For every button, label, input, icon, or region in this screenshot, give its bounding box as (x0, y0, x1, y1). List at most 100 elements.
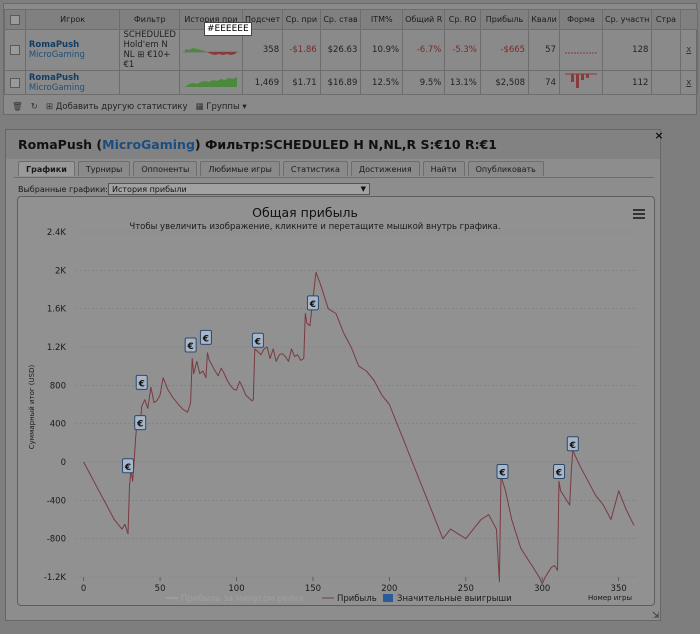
col-header[interactable]: Общий R (402, 9, 446, 30)
chart-subtitle: Чтобы увеличить изображение, кликните и … (129, 222, 500, 232)
y-axis-label: Суммарный итог (USD) (28, 365, 36, 450)
col-header[interactable]: Прибыль (479, 9, 530, 30)
profit-chart[interactable]: -1.2K -800 -400 0 400 800 1.2K 1.6K 2K 2.4K 0 50 10… (18, 197, 655, 606)
table-row[interactable]: RomaPush MicroGaming SCHEDULED Hold'em N … (4, 29, 699, 71)
big-win-marker[interactable]: € (306, 295, 319, 311)
groups-button[interactable]: ▦ Группы ▾ (195, 101, 247, 112)
chart-window: RomaPush (MicroGaming) Фильтр:SCHEDULED … (5, 129, 664, 621)
chart-area[interactable]: -1.2K -800 -400 0 400 800 1.2K 1.6K 2K 2.4K 0 50 10… (17, 196, 655, 606)
euro-icon: € (124, 463, 131, 473)
itm-cell: 10.9% (360, 29, 404, 71)
x-tick-label: 50 (155, 584, 166, 594)
x-tick-label: 350 (611, 584, 627, 594)
page-cell (651, 29, 681, 71)
col-header[interactable]: Игрок (24, 9, 121, 30)
avg-stake-cell: $26.63 (319, 29, 362, 71)
big-win-marker[interactable]: € (553, 464, 566, 480)
chart-select[interactable]: История прибыли ▼ (108, 183, 370, 195)
x-axis-label: Номер игры (588, 594, 632, 602)
close-window-button[interactable]: × (654, 129, 664, 142)
euro-icon: € (569, 441, 576, 451)
title-site[interactable]: MicroGaming (102, 137, 195, 152)
tab-favorite-games[interactable]: Любимые игры (200, 161, 280, 176)
legend-item-2[interactable]: Значительные выигрыши (397, 594, 512, 604)
trash-icon[interactable]: 🗑 (12, 101, 23, 112)
stats-footer: 🗑 ↻ ⊞ Добавить другую статистику ▦ Групп… (4, 98, 698, 115)
legend-swatch-bigwins (383, 594, 393, 602)
col-header[interactable]: Ср. став (319, 9, 362, 30)
col-header[interactable]: Фильтр (119, 9, 180, 30)
player-site[interactable]: MicroGaming (28, 50, 85, 60)
row-checkbox[interactable] (9, 45, 20, 55)
big-win-marker[interactable]: € (134, 415, 147, 431)
groups-icon: ▦ (195, 101, 207, 112)
col-header (679, 9, 699, 30)
big-win-marker[interactable]: € (496, 464, 509, 480)
marker-box (566, 436, 579, 452)
avg-profit-cell: -$1.86 (282, 29, 321, 71)
euro-icon: € (254, 337, 261, 347)
marker-box (199, 329, 212, 345)
page-cell (651, 70, 681, 95)
y-tick-label: 1.6K (47, 305, 67, 315)
col-header[interactable]: ITM% (360, 9, 404, 30)
big-win-marker[interactable]: € (251, 332, 264, 348)
table-row[interactable]: RomaPush MicroGaming 1,469 $1.71 $16.89 1… (4, 70, 699, 95)
col-header[interactable]: Ср. участн (601, 9, 653, 30)
chevron-down-icon: ▼ (360, 185, 366, 193)
y-tick-label: 2.4K (47, 228, 67, 238)
big-win-marker[interactable]: € (566, 436, 579, 452)
series-line-profit[interactable] (83, 271, 635, 585)
add-stat-button[interactable]: ⊞ Добавить другую статистику (46, 102, 188, 112)
chart-select-value: История прибыли (112, 185, 187, 194)
player-name[interactable]: RomaPush (28, 72, 80, 83)
tab-publish[interactable]: Опубликовать (467, 161, 544, 176)
remove-row-button[interactable]: x (679, 70, 699, 95)
big-win-marker[interactable]: € (135, 374, 148, 390)
col-header[interactable]: Форма (559, 9, 603, 30)
row-checkbox[interactable] (9, 77, 20, 88)
col-header[interactable]: Ср. при (282, 9, 321, 30)
tab-divider (14, 177, 654, 178)
window-title: RomaPush (MicroGaming) Фильтр:SCHEDULED … (6, 130, 660, 159)
form-cell (559, 29, 603, 71)
big-win-marker[interactable]: € (199, 329, 212, 345)
big-win-marker[interactable]: € (121, 458, 134, 474)
col-header[interactable]: Подсчет (241, 9, 284, 30)
tab-achievements[interactable]: Достижения (350, 161, 420, 176)
col-header[interactable]: Ср. RO (444, 9, 481, 30)
x-tick-label: 250 (458, 584, 474, 594)
marker-box (496, 464, 509, 480)
tab-opponents[interactable]: Оппоненты (133, 161, 198, 176)
x-tick-label: 200 (381, 584, 397, 594)
sparkline-icon (184, 76, 237, 87)
y-tick-label: 1.2K (47, 343, 67, 353)
tab-statistics[interactable]: Статистика (282, 161, 348, 176)
tab-charts[interactable]: Графики (18, 161, 75, 176)
remove-row-button[interactable]: x (679, 29, 699, 71)
col-header[interactable]: Квали (528, 9, 560, 30)
count-cell: 1,469 (241, 70, 284, 95)
chart-menu-icon[interactable] (633, 209, 645, 219)
x-tick-label: 100 (228, 584, 244, 594)
refresh-icon[interactable]: ↻ (30, 101, 38, 112)
player-name[interactable]: RomaPush (28, 40, 80, 50)
select-all-checkbox-col[interactable] (4, 9, 26, 30)
legend-item-1[interactable]: Прибыль (337, 594, 377, 604)
y-tick-label: 0 (61, 458, 66, 468)
total-roi-cell: -6.7% (402, 29, 446, 71)
tab-tournaments[interactable]: Турниры (77, 161, 131, 176)
select-all-checkbox[interactable] (9, 14, 20, 25)
stats-panel: Игрок Фильтр История при Подсчет Ср. при… (3, 3, 699, 115)
legend-item-0[interactable]: Прибыль за минусом рейка (181, 594, 304, 604)
add-stat-icon: ⊞ (45, 101, 56, 112)
y-tick-label: 800 (50, 381, 66, 391)
col-header[interactable]: Стра (651, 9, 681, 30)
tab-find[interactable]: Найти (422, 161, 465, 176)
resize-handle-icon[interactable]: ⇲ (652, 611, 660, 621)
history-sparkline[interactable] (178, 70, 243, 95)
itm-cell: 12.5% (360, 70, 404, 95)
x-tick-label: 0 (81, 584, 86, 594)
player-site[interactable]: MicroGaming (28, 82, 85, 93)
big-win-marker[interactable]: € (184, 337, 197, 353)
